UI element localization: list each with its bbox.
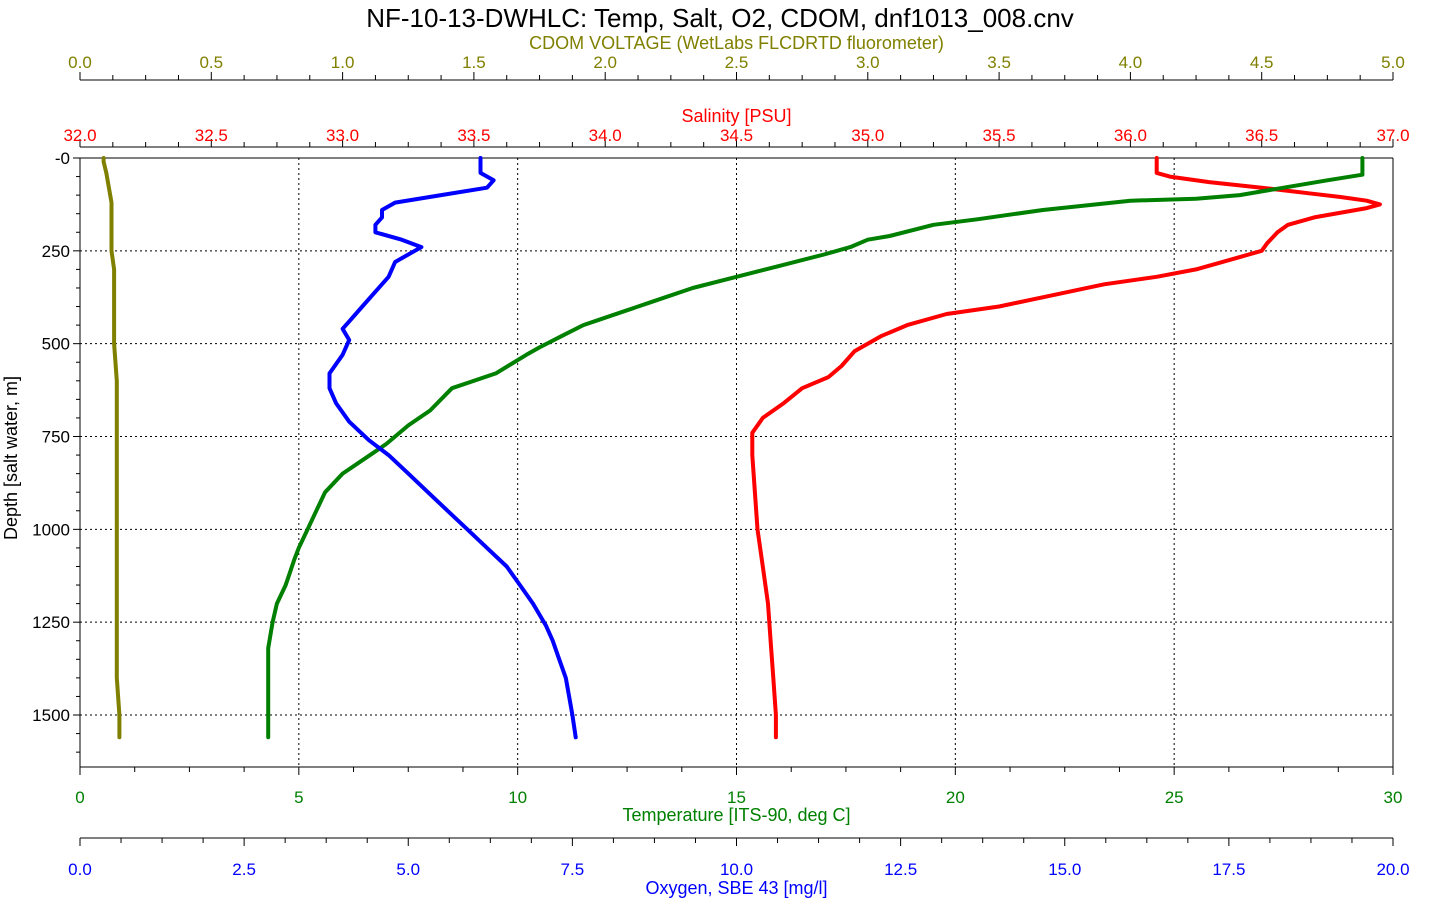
temperature-tick-label: 0	[75, 788, 84, 807]
y-tick-label: 750	[42, 428, 70, 447]
temperature-tick-label: 15	[727, 788, 746, 807]
temperature-tick-label: 25	[1165, 788, 1184, 807]
salinity-tick-label: 36.5	[1245, 126, 1278, 145]
oxygen-tick-label: 12.5	[884, 860, 917, 879]
y-axis-label: Depth [salt water, m]	[1, 376, 21, 540]
cdom-tick-label: 2.0	[593, 53, 617, 72]
oxygen-tick-label: 15.0	[1048, 860, 1081, 879]
oxygen-tick-label: 0.0	[68, 860, 92, 879]
chart-title: NF-10-13-DWHLC: Temp, Salt, O2, CDOM, dn…	[366, 3, 1074, 33]
cdom-tick-label: 0.5	[199, 53, 223, 72]
cdom-tick-label: 2.5	[725, 53, 749, 72]
cdom-tick-label: 1.0	[331, 53, 355, 72]
cdom-tick-label: 3.0	[856, 53, 880, 72]
grid	[80, 158, 1393, 767]
y-tick-label: 1500	[32, 706, 70, 725]
salinity-axis-label: Salinity [PSU]	[681, 106, 791, 126]
oxygen-series-line	[327, 156, 578, 740]
salinity-tick-label: 35.5	[983, 126, 1016, 145]
salinity-tick-label: 37.0	[1376, 126, 1409, 145]
salinity-tick-label: 35.0	[851, 126, 884, 145]
y-tick-label: 1250	[32, 613, 70, 632]
oxygen-tick-label: 10.0	[720, 860, 753, 879]
cdom-tick-label: 3.5	[987, 53, 1011, 72]
oxygen-axis-label: Oxygen, SBE 43 [mg/l]	[645, 878, 827, 898]
oxygen-tick-label: 7.5	[561, 860, 585, 879]
cdom-tick-label: 0.0	[68, 53, 92, 72]
salinity-series-line	[750, 156, 1382, 740]
salinity-tick-label: 36.0	[1114, 126, 1147, 145]
salinity-tick-label: 34.0	[589, 126, 622, 145]
y-tick-label: 500	[42, 335, 70, 354]
salinity-tick-label: 33.0	[326, 126, 359, 145]
oxygen-tick-label: 5.0	[396, 860, 420, 879]
cdom-series-line	[101, 156, 122, 740]
salinity-tick-label: 32.5	[195, 126, 228, 145]
salinity-tick-label: 33.5	[457, 126, 490, 145]
cdom-axis-label: CDOM VOLTAGE (WetLabs FLCDRTD fluoromete…	[529, 33, 944, 53]
oxygen-tick-label: 2.5	[232, 860, 256, 879]
y-tick-label: -0	[55, 149, 70, 168]
y-tick-label: 1000	[32, 520, 70, 539]
cdom-tick-label: 4.0	[1119, 53, 1143, 72]
temperature-tick-label: 5	[294, 788, 303, 807]
temperature-tick-label: 20	[946, 788, 965, 807]
temperature-tick-label: 10	[508, 788, 527, 807]
series-group	[101, 156, 1382, 740]
oxygen-tick-label: 17.5	[1212, 860, 1245, 879]
salinity-tick-label: 32.0	[63, 126, 96, 145]
salinity-tick-label: 34.5	[720, 126, 753, 145]
temperature-axis-label: Temperature [ITS-90, deg C]	[622, 805, 850, 825]
oxygen-tick-label: 20.0	[1376, 860, 1409, 879]
temperature-series-line	[266, 156, 1365, 740]
y-tick-label: 250	[42, 242, 70, 261]
cdom-tick-label: 4.5	[1250, 53, 1274, 72]
temperature-tick-label: 30	[1384, 788, 1403, 807]
cdom-tick-label: 1.5	[462, 53, 486, 72]
cdom-tick-label: 5.0	[1381, 53, 1405, 72]
